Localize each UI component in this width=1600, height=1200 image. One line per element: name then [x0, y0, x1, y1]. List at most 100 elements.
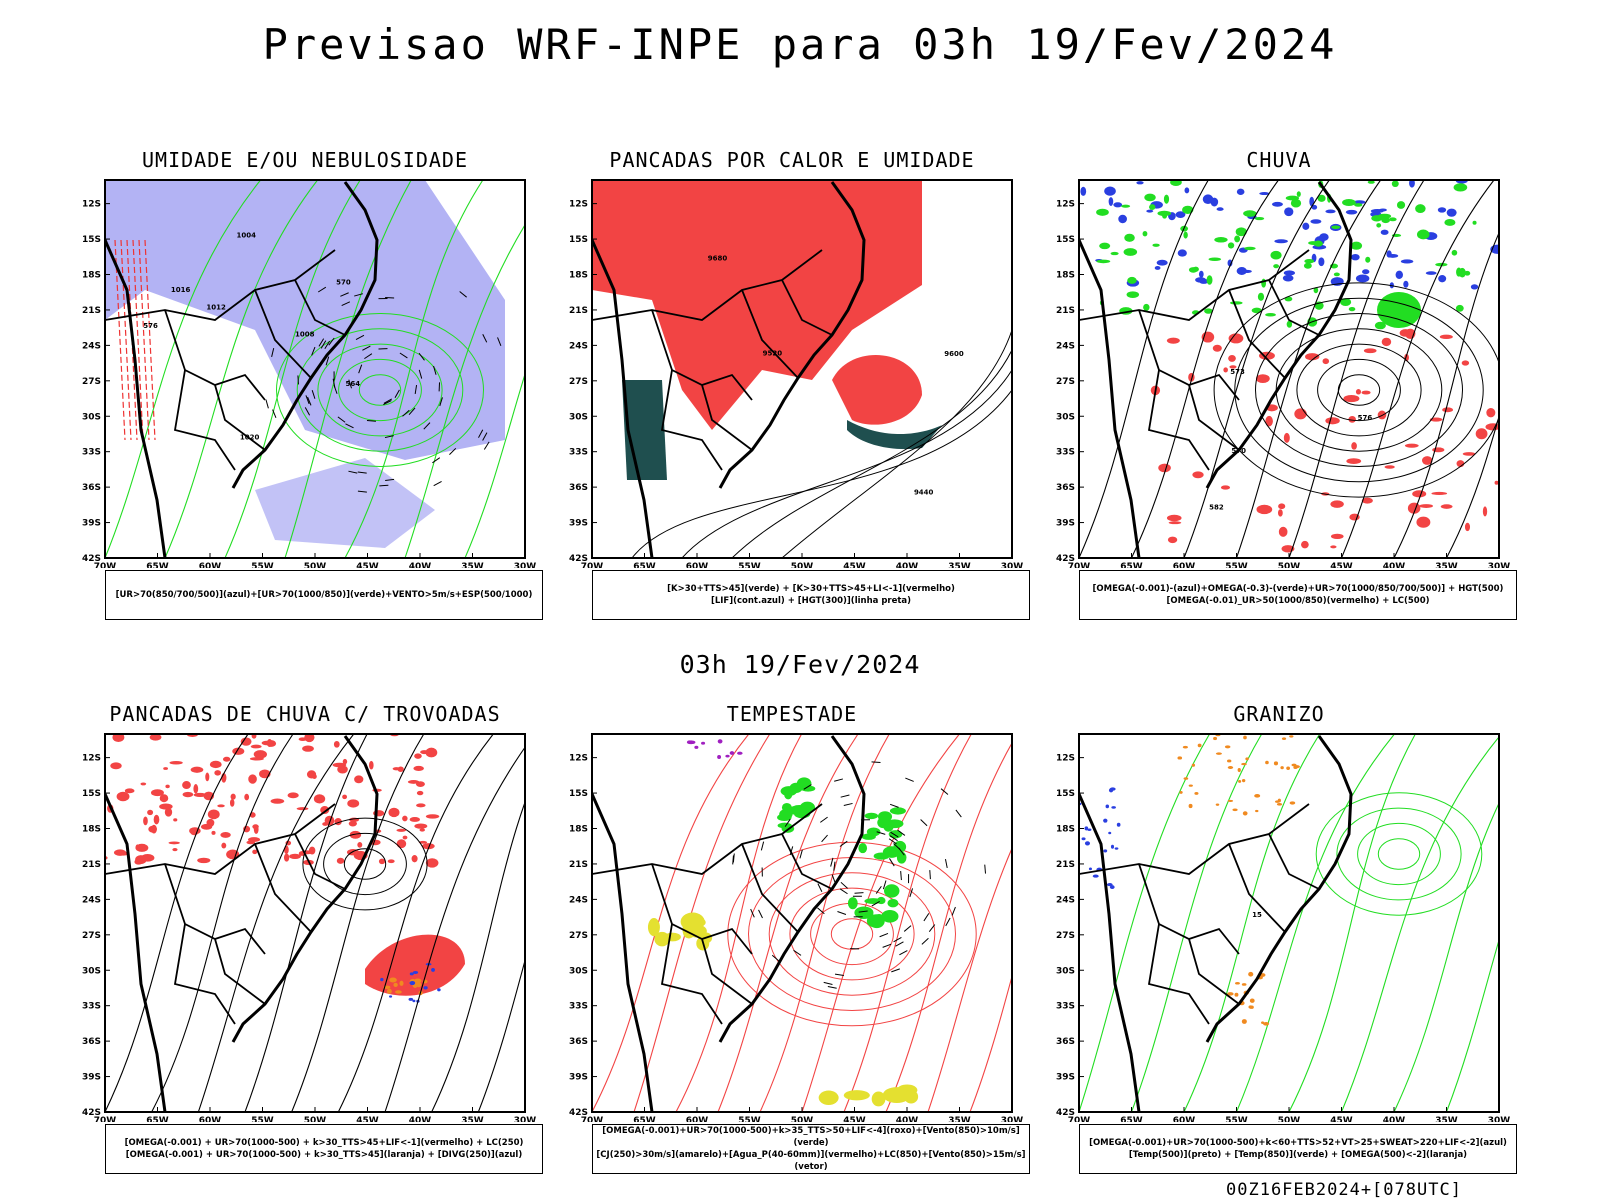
rain-area-green — [1206, 275, 1213, 285]
rain-area-red — [1361, 497, 1373, 504]
rain-area-green — [1350, 241, 1363, 250]
thunderstorm-area-red — [347, 799, 360, 808]
rain-area-green — [1257, 292, 1265, 301]
lat-tick-label: 24S — [1056, 895, 1075, 905]
rain-area-green — [1110, 251, 1119, 256]
map-layers — [105, 734, 525, 1112]
geopotential-contour — [1183, 180, 1330, 558]
lon-tick-label: 65W — [633, 562, 656, 568]
rain-area-blue — [1379, 208, 1387, 212]
thunderstorm-area-red — [324, 815, 335, 826]
thunderstorm-area-red — [332, 762, 347, 768]
wind-vector — [320, 340, 327, 349]
rain-area-green — [1124, 233, 1135, 242]
rain-area-green — [1396, 201, 1406, 209]
wind-vector — [955, 809, 962, 818]
lat-tick-label: 39S — [1056, 519, 1075, 529]
rain-area-red — [1256, 504, 1273, 515]
thunderstorm-area-red — [150, 789, 164, 797]
rain-area-blue — [1146, 209, 1154, 213]
rain-area-green — [1234, 235, 1241, 243]
panel-legend: [OMEGA(-0.001)+UR>70(1000-500)+k<60+TTS>… — [1079, 1124, 1517, 1174]
contour-label: 576 — [143, 322, 158, 330]
rain-area-blue — [1195, 277, 1207, 283]
rain-area-blue — [1271, 201, 1283, 207]
panel-legend: [OMEGA(-0.001) + UR>70(1000-500) + k>30_… — [105, 1124, 543, 1174]
wind-vector — [840, 881, 848, 889]
rain-area-red — [1343, 394, 1360, 403]
thunderstorm-area-red — [311, 774, 317, 779]
wind-vector — [394, 389, 400, 398]
wind-vector — [944, 859, 948, 869]
map-plot: 582 576 573 570 12S 15S 18S 21S 24S 27S 30S 33S 36S 3… — [1056, 179, 1510, 568]
contour-label: 9600 — [944, 350, 964, 358]
storm-area-purple — [729, 751, 735, 755]
wind-vector — [909, 888, 914, 898]
lon-tick-label: 65W — [1120, 1116, 1143, 1122]
omega-area-orange — [1188, 784, 1193, 787]
rain-area-blue — [1318, 257, 1325, 267]
rain-area-red — [1166, 337, 1180, 344]
thunderstorm-area-red — [124, 788, 135, 794]
thunderstorm-area-red — [246, 840, 256, 845]
lat-tick-label: 15S — [569, 235, 588, 245]
divergence-area-blue — [409, 980, 416, 986]
wind-area-green — [858, 842, 868, 854]
wind-vector — [889, 858, 895, 867]
rain-area-blue — [1302, 222, 1310, 231]
thunderstorm-area-red — [419, 828, 425, 832]
omega-area-orange — [1280, 766, 1284, 770]
thunderstorm-area-red — [421, 843, 435, 850]
wind-vector — [898, 847, 905, 856]
panel-title: CHUVA — [1246, 148, 1312, 172]
storm-area-purple — [717, 739, 723, 744]
wind-vector — [840, 794, 850, 798]
wind-vector — [871, 901, 880, 907]
wind-vector — [478, 429, 484, 438]
divergence-area-blue — [409, 972, 414, 976]
thunderstorm-area-red — [348, 820, 357, 827]
rain-area-green — [1455, 304, 1464, 312]
hail-area-blue — [1105, 804, 1110, 809]
rain-area-blue — [1274, 239, 1288, 244]
map-panel: CHUVA 582 576 573 570 12S 15S 18S 21S 24S 27S 30S 33… — [1039, 148, 1519, 620]
wind-vector — [383, 400, 392, 406]
lon-tick-label: 40W — [1383, 1116, 1406, 1122]
lat-tick-label: 15S — [569, 789, 588, 799]
wind-vector — [355, 334, 365, 341]
contour-label: 1012 — [206, 304, 226, 312]
thunderstorm-area-red — [193, 784, 199, 794]
instability-area-red — [592, 180, 922, 430]
rain-area-red — [1278, 526, 1288, 537]
contour-label: 570 — [1231, 447, 1246, 455]
panel-title: GRANIZO — [1233, 702, 1325, 726]
wind-vector — [385, 297, 395, 299]
lat-tick-label: 42S — [1056, 554, 1075, 564]
panel-legend: [K>30+TTS>45](verde) + [K>30+TTS>45+LI<-… — [592, 570, 1030, 620]
panel-legend: [OMEGA(-0.001)-(azul)+OMEGA(-0.3)-(verde… — [1079, 570, 1517, 620]
streamline — [244, 734, 368, 1112]
omega-area-orange — [1197, 743, 1202, 748]
omega-area-orange — [1191, 763, 1196, 767]
rain-area-red — [1167, 536, 1178, 544]
wind-area-green — [861, 833, 876, 840]
rain-area-blue — [1216, 207, 1224, 211]
rain-area-green — [1286, 320, 1293, 328]
wind-vector — [803, 784, 812, 790]
rain-area-green — [1229, 301, 1243, 305]
geopotential-contour — [731, 349, 1012, 558]
rain-area-red — [1330, 545, 1337, 549]
thunderstorm-area-orange — [399, 980, 404, 986]
omega-area-orange — [1286, 766, 1291, 770]
lon-tick-label: 65W — [633, 1116, 656, 1122]
wind-area-green — [847, 897, 858, 910]
lat-tick-label: 33S — [569, 1002, 588, 1012]
omega-area-orange — [1213, 736, 1218, 741]
wind-vector — [882, 943, 892, 948]
lon-tick-label: 45W — [843, 1116, 866, 1122]
thunderstorm-area-red — [248, 774, 257, 784]
streamline — [384, 746, 525, 1112]
wind-vector — [332, 378, 336, 388]
rain-area-blue — [1236, 267, 1247, 275]
thunderstorm-area-red — [149, 734, 162, 741]
